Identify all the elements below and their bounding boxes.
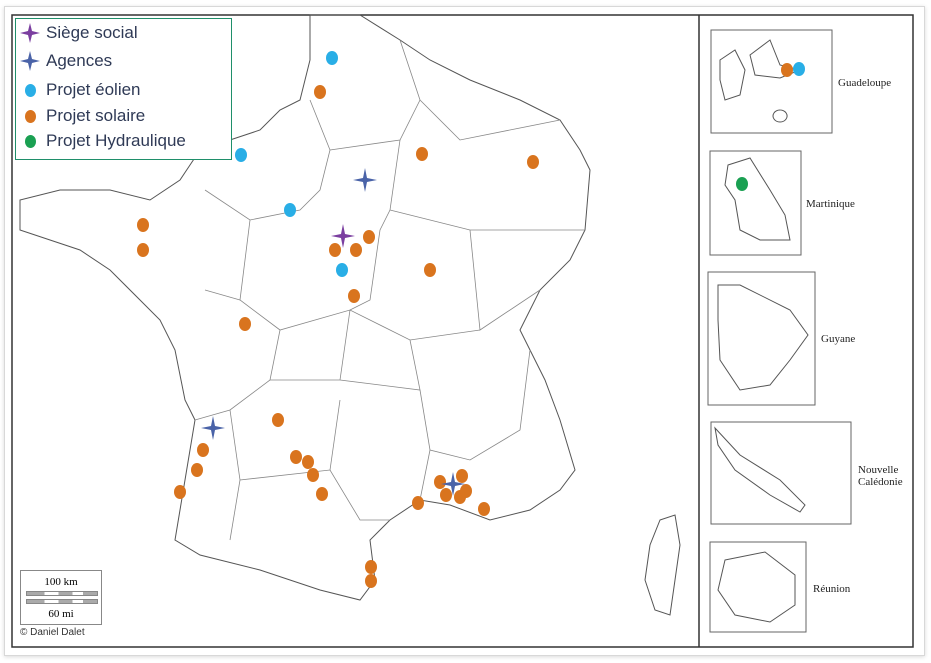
nouvelle-caledonie-shape <box>714 426 806 513</box>
marker-solaire <box>348 289 360 303</box>
marker-agence <box>201 416 225 440</box>
marker-solaire <box>363 230 375 244</box>
map-frame <box>11 14 914 648</box>
legend-item-hydraulique: Projet Hydraulique <box>20 131 186 151</box>
guyane-shape <box>717 284 809 391</box>
project-markers <box>137 51 805 588</box>
legend-item-solaire: Projet solaire <box>20 106 145 126</box>
corsica-outline <box>644 514 681 616</box>
marker-solaire <box>290 450 302 464</box>
marker-solaire <box>174 485 186 499</box>
marker-solaire <box>781 63 793 77</box>
marker-solaire <box>314 85 326 99</box>
scale-mi: 60 mi <box>48 608 74 620</box>
scale-bar-mi <box>26 599 98 604</box>
marker-solaire <box>440 488 452 502</box>
marker-solaire <box>307 468 319 482</box>
marker-solaire <box>365 574 377 588</box>
france-outline <box>19 14 591 601</box>
marker-solaire <box>302 455 314 469</box>
label-martinique: Martinique <box>806 198 855 210</box>
marker-solaire <box>272 413 284 427</box>
marker-hydraulique <box>736 177 748 191</box>
marker-siege <box>331 224 355 248</box>
inset-guyane <box>707 271 816 406</box>
marker-eolien <box>326 51 338 65</box>
legend-label: Projet Hydraulique <box>46 131 186 150</box>
label-reunion: Réunion <box>813 583 851 595</box>
marker-solaire <box>350 243 362 257</box>
marker-solaire <box>365 560 377 574</box>
marker-solaire <box>424 263 436 277</box>
marker-solaire <box>316 487 328 501</box>
label-guyane: Guyane <box>821 333 856 345</box>
marker-solaire <box>456 469 468 483</box>
legend-label: Projet solaire <box>46 106 146 125</box>
marker-solaire <box>460 484 472 498</box>
marker-eolien <box>336 263 348 277</box>
marker-solaire <box>197 443 209 457</box>
region-borders <box>194 39 585 541</box>
legend-item-eolien: Projet éolien <box>20 80 141 100</box>
marker-eolien <box>235 148 247 162</box>
marker-solaire <box>412 496 424 510</box>
scale-bar: 100 km 60 mi <box>20 570 102 625</box>
marker-agence <box>441 472 465 496</box>
label-nc-1: Nouvelle <box>858 464 899 476</box>
marker-solaire <box>191 463 203 477</box>
reunion-shape <box>717 551 796 623</box>
marker-solaire <box>434 475 446 489</box>
marker-solaire <box>478 502 490 516</box>
marker-solaire <box>137 243 149 257</box>
marker-eolien <box>793 62 805 76</box>
inset-martinique <box>709 150 802 256</box>
legend: Siège social Agences Projet éolien Proje… <box>15 18 232 160</box>
legend-item-agences: Agences <box>20 51 112 71</box>
credit: © Daniel Dalet <box>20 627 85 638</box>
label-guadeloupe: Guadeloupe <box>838 77 892 89</box>
inset-nouvelle-caledonie <box>710 421 852 525</box>
orange-dot-icon <box>20 106 40 126</box>
scale-bar-km <box>26 591 98 596</box>
legend-label: Siège social <box>46 23 138 42</box>
marker-eolien <box>284 203 296 217</box>
blue-dot-icon <box>20 80 40 100</box>
marker-agence <box>353 168 377 192</box>
marker-solaire <box>137 218 149 232</box>
legend-label: Projet éolien <box>46 80 141 99</box>
blue-star-icon <box>20 51 40 71</box>
martinique-shape <box>724 157 791 241</box>
green-dot-icon <box>20 131 40 151</box>
marker-solaire <box>239 317 251 331</box>
purple-star-icon <box>20 23 40 43</box>
marker-solaire <box>329 243 341 257</box>
guadeloupe-shape <box>719 39 802 123</box>
legend-label: Agences <box>46 51 113 70</box>
marker-solaire <box>416 147 428 161</box>
label-nc-2: Calédonie <box>858 476 903 488</box>
marker-solaire <box>527 155 539 169</box>
inset-guadeloupe <box>710 29 833 134</box>
inset-reunion <box>709 541 807 633</box>
scale-km: 100 km <box>44 576 78 588</box>
legend-item-siege: Siège social <box>20 23 138 43</box>
